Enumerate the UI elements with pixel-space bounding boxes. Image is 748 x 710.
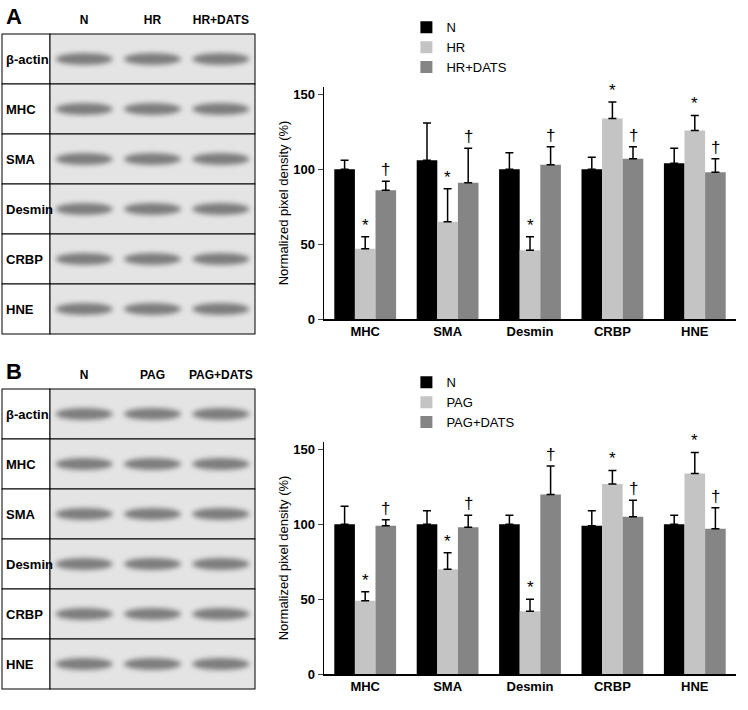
- svg-text:†: †: [381, 160, 390, 179]
- svg-text:HR+DATS: HR+DATS: [446, 60, 506, 75]
- svg-text:Desmin: Desmin: [507, 324, 554, 339]
- svg-text:†: †: [629, 126, 638, 145]
- svg-text:*: *: [362, 571, 369, 590]
- svg-text:Normalized pixel density (%): Normalized pixel density (%): [276, 476, 291, 641]
- svg-text:100: 100: [293, 517, 315, 532]
- svg-text:HR: HR: [446, 40, 465, 55]
- svg-text:Desmin: Desmin: [507, 679, 554, 694]
- svg-text:*: *: [444, 532, 451, 551]
- svg-text:HNE: HNE: [6, 302, 34, 317]
- svg-text:SMA: SMA: [6, 152, 36, 167]
- svg-text:50: 50: [300, 592, 314, 607]
- svg-text:A: A: [6, 4, 22, 29]
- svg-text:MHC: MHC: [350, 679, 380, 694]
- svg-text:†: †: [546, 445, 555, 464]
- svg-text:*: *: [444, 168, 451, 187]
- svg-text:50: 50: [300, 237, 314, 252]
- svg-text:HNE: HNE: [681, 679, 709, 694]
- svg-text:Desmin: Desmin: [6, 557, 53, 572]
- svg-text:†: †: [381, 499, 390, 518]
- svg-text:*: *: [691, 94, 698, 113]
- svg-text:*: *: [362, 216, 369, 235]
- svg-text:*: *: [609, 449, 616, 468]
- svg-text:HNE: HNE: [6, 657, 34, 672]
- svg-text:N: N: [80, 13, 89, 27]
- svg-text:†: †: [464, 127, 473, 146]
- svg-text:CRBP: CRBP: [594, 324, 631, 339]
- svg-text:MHC: MHC: [6, 102, 36, 117]
- svg-text:†: †: [546, 126, 555, 145]
- svg-text:*: *: [691, 431, 698, 450]
- svg-text:SMA: SMA: [6, 507, 36, 522]
- svg-text:CRBP: CRBP: [6, 252, 43, 267]
- svg-text:N: N: [80, 368, 89, 382]
- svg-text:*: *: [609, 81, 616, 100]
- svg-text:CRBP: CRBP: [6, 607, 43, 622]
- svg-text:0: 0: [308, 667, 315, 682]
- svg-text:150: 150: [293, 87, 315, 102]
- svg-text:†: †: [711, 487, 720, 506]
- svg-text:PAG: PAG: [446, 395, 473, 410]
- svg-text:PAG+DATS: PAG+DATS: [189, 368, 253, 382]
- svg-text:SMA: SMA: [433, 324, 463, 339]
- svg-text:MHC: MHC: [6, 457, 36, 472]
- svg-text:SMA: SMA: [433, 679, 463, 694]
- svg-text:*: *: [527, 578, 534, 597]
- svg-text:β-actin: β-actin: [6, 52, 49, 67]
- svg-text:N: N: [446, 20, 455, 35]
- svg-text:PAG: PAG: [140, 368, 165, 382]
- svg-text:MHC: MHC: [350, 324, 380, 339]
- svg-text:HR+DATS: HR+DATS: [193, 13, 249, 27]
- svg-text:0: 0: [308, 312, 315, 327]
- svg-text:Normalized pixel density (%): Normalized pixel density (%): [276, 121, 291, 286]
- svg-text:Desmin: Desmin: [6, 202, 53, 217]
- svg-text:HNE: HNE: [681, 324, 709, 339]
- svg-text:150: 150: [293, 442, 315, 457]
- svg-text:CRBP: CRBP: [594, 679, 631, 694]
- svg-text:†: †: [629, 479, 638, 498]
- svg-text:HR: HR: [144, 13, 162, 27]
- svg-text:PAG+DATS: PAG+DATS: [446, 415, 514, 430]
- svg-text:β-actin: β-actin: [6, 407, 49, 422]
- svg-text:†: †: [711, 138, 720, 157]
- svg-text:100: 100: [293, 162, 315, 177]
- svg-text:*: *: [527, 216, 534, 235]
- svg-text:N: N: [446, 375, 455, 390]
- svg-text:†: †: [464, 494, 473, 513]
- svg-text:B: B: [6, 359, 22, 384]
